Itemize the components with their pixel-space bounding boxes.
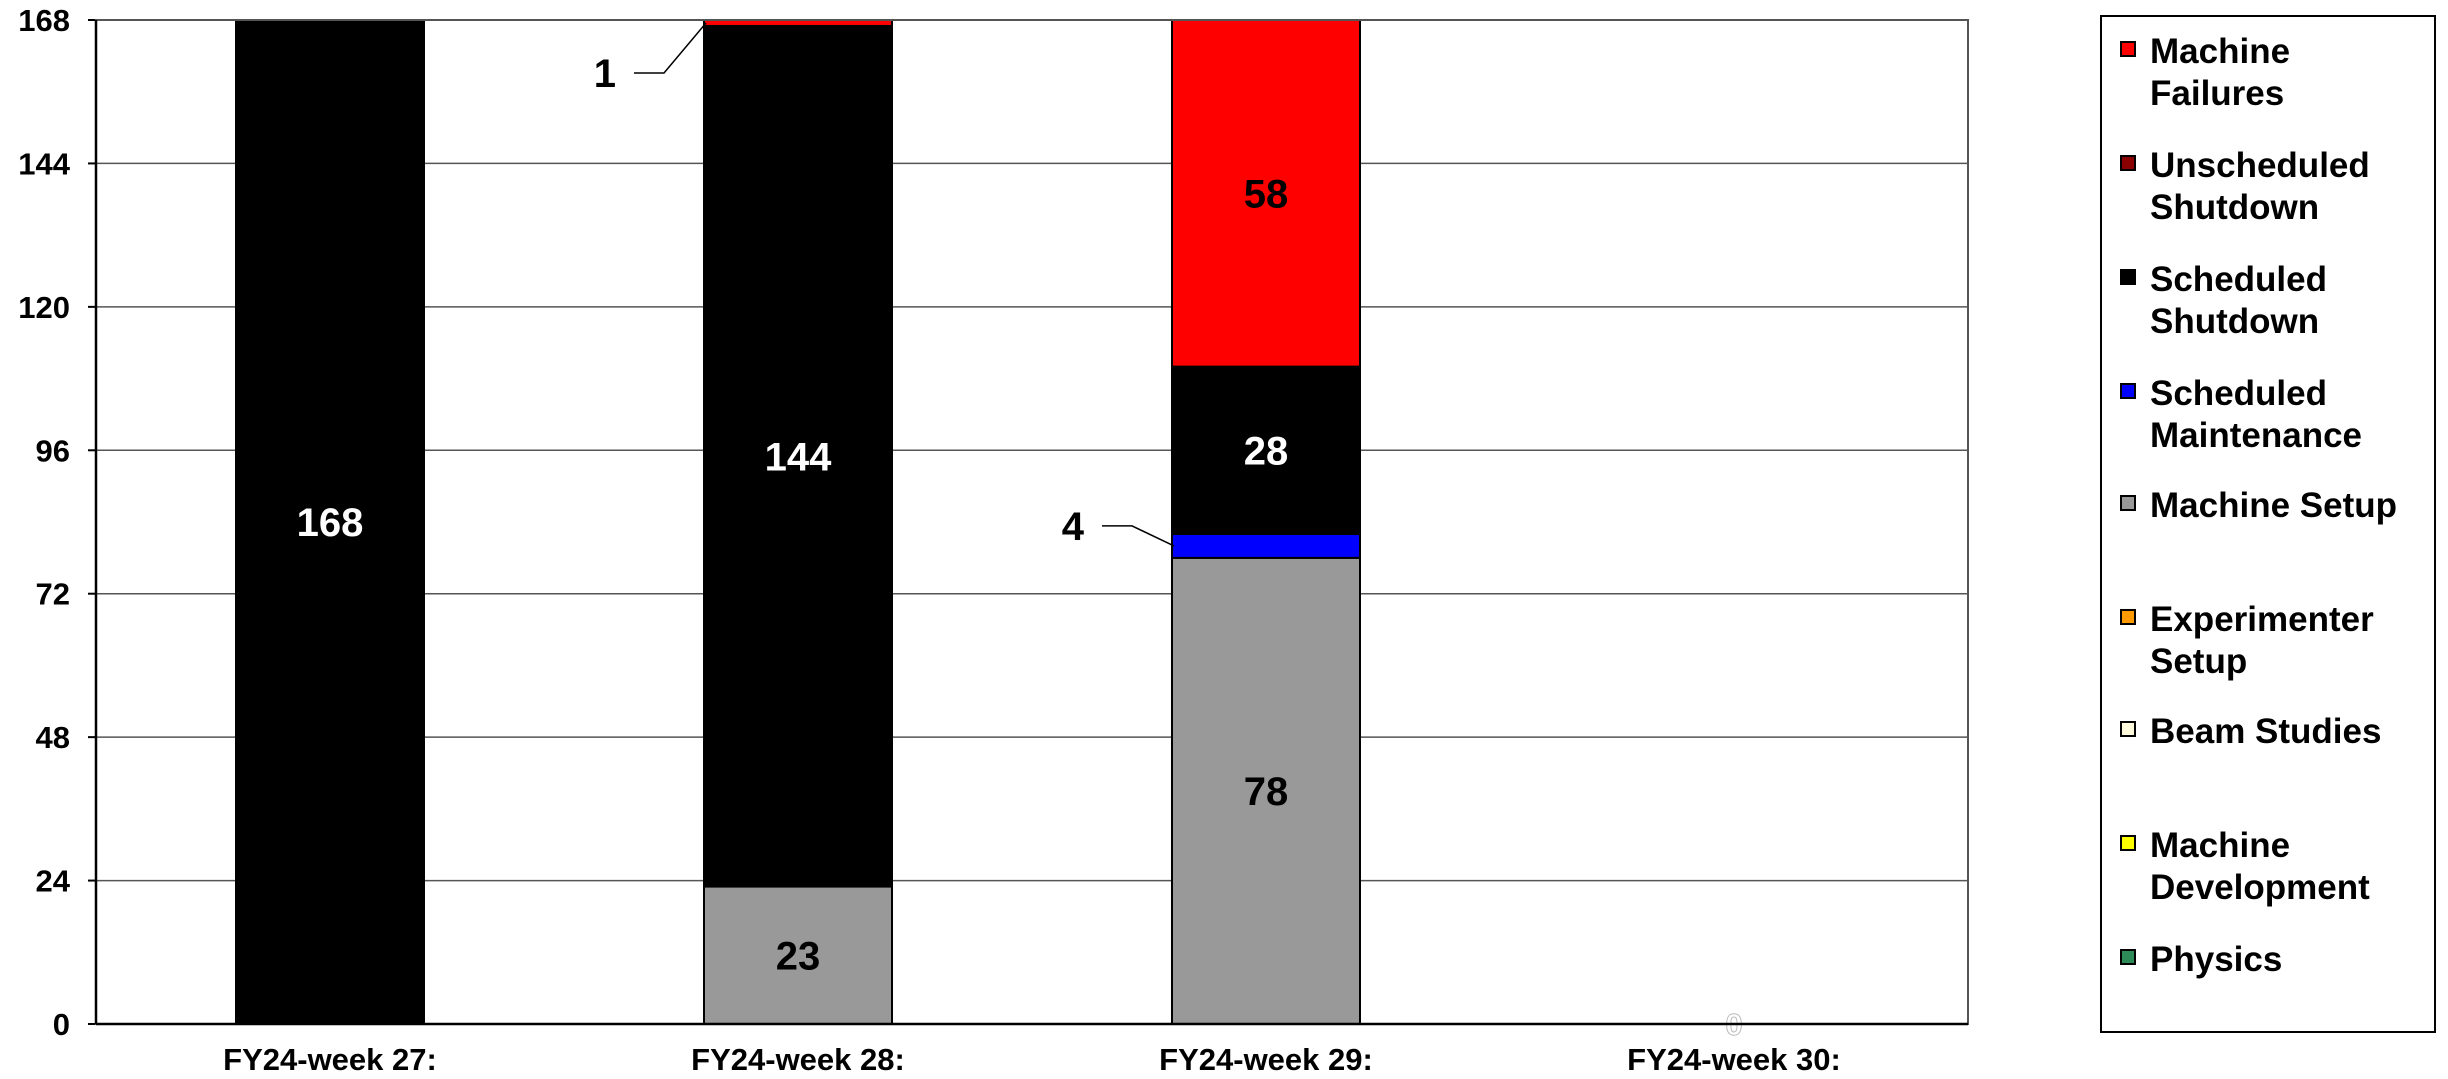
x-tick-label: FY24-week 29: xyxy=(1159,1042,1373,1077)
legend-label: Beam Studies xyxy=(2150,712,2382,751)
y-tick-label: 120 xyxy=(18,290,70,325)
legend-label: Scheduled Shutdown xyxy=(2150,260,2327,341)
stacked-bar-chart: 168 23 144 1 78 4 28 58 0 024487296120144168FY24… xyxy=(18,3,1969,1077)
y-tick-label: 72 xyxy=(36,577,70,612)
data-label: 23 xyxy=(776,934,821,978)
axes: 0 24 48 72 96 120 144 168 FY24-week 27: FY24-week… xyxy=(18,3,1969,1077)
legend-swatch xyxy=(2120,269,2136,285)
legend-label: Experimenter Setup xyxy=(2150,600,2374,681)
legend: Machine Failures Unscheduled Shutdown Sc… xyxy=(2100,15,2436,1033)
bars xyxy=(235,19,1361,1025)
x-tick-label: FY24-week 27: xyxy=(223,1042,437,1077)
y-tick-label: 96 xyxy=(36,433,70,468)
bar-segment xyxy=(1171,19,1361,368)
legend-swatch xyxy=(2120,155,2136,171)
data-label: 78 xyxy=(1244,770,1289,814)
y-tick-label: 0 xyxy=(53,1007,70,1042)
legend-swatch xyxy=(2120,41,2136,57)
y-tick-label: 144 xyxy=(18,146,70,181)
callout-leader xyxy=(1102,525,1175,547)
bar-segment xyxy=(235,19,425,1025)
y-tick-label: 168 xyxy=(18,3,70,38)
data-label: 58 xyxy=(1244,172,1289,216)
legend-swatch xyxy=(2120,383,2136,399)
bar-segment xyxy=(1171,556,1361,1025)
legend-swatch xyxy=(2120,949,2136,965)
legend-swatch xyxy=(2120,835,2136,851)
legend-label: Machine Failures xyxy=(2150,32,2291,113)
data-label: 168 xyxy=(297,501,364,545)
legend-swatch xyxy=(2120,495,2136,511)
x-tick-label: FY24-week 28: xyxy=(691,1042,905,1077)
data-label: 4 xyxy=(1062,505,1085,549)
bar-segment xyxy=(1171,532,1361,559)
legend-swatch xyxy=(2120,609,2136,625)
legend-label: Scheduled Maintenance xyxy=(2150,374,2362,455)
bar-segment xyxy=(703,885,893,1025)
data-label: 1 xyxy=(594,52,616,96)
bar-segment xyxy=(703,24,893,888)
x-tick-label: FY24-week 30: xyxy=(1627,1042,1841,1077)
y-tick-label: 48 xyxy=(36,720,70,755)
callout-leader xyxy=(634,22,707,74)
legend-label: Unscheduled Shutdown xyxy=(2150,146,2370,227)
bar-segment xyxy=(1171,365,1361,535)
legend-label: Machine Setup xyxy=(2150,486,2397,525)
legend-label: Physics xyxy=(2150,940,2283,979)
legend-label: Machine Development xyxy=(2150,826,2370,907)
legend-swatch xyxy=(2120,721,2136,737)
data-label: 28 xyxy=(1244,429,1289,473)
data-label: 144 xyxy=(765,435,832,479)
y-tick-label: 24 xyxy=(36,864,71,899)
